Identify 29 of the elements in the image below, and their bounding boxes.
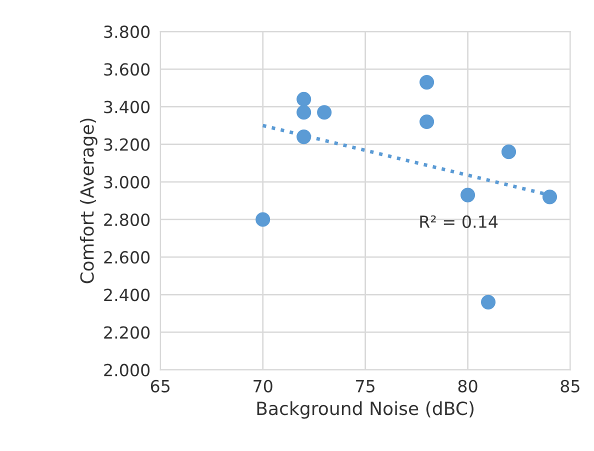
y-tick-label: 2.000 [104, 364, 150, 376]
point [317, 105, 332, 120]
y-tick-label: 2.400 [104, 288, 150, 302]
x-tick-label: 70 [254, 380, 272, 392]
point [256, 212, 270, 227]
point [501, 144, 516, 160]
point [296, 92, 312, 107]
x-tick-label: 80 [458, 380, 478, 392]
point [480, 294, 496, 310]
y-axis-title: Comfort (Average) [80, 118, 98, 284]
y-tick-label: 3.200 [104, 138, 150, 151]
y-tick-label: 2.800 [104, 213, 150, 226]
x-axis-title: Background Noise (dBC) [257, 401, 474, 419]
y-tick-label: 3.400 [104, 100, 150, 114]
y-tick-label: 3.800 [104, 26, 150, 38]
annotation: R² = 0.14 [420, 215, 498, 228]
y-tick-label: 3.600 [104, 63, 150, 76]
point [460, 188, 476, 202]
y-tick-label: 3.000 [104, 176, 150, 188]
x-tick-label: 85 [560, 380, 580, 392]
y-tick-label: 2.200 [104, 326, 150, 339]
x-tick-label: 65 [150, 380, 170, 392]
point [296, 105, 312, 120]
point [296, 130, 312, 144]
point [420, 114, 434, 130]
point [542, 190, 558, 204]
point [420, 75, 434, 90]
x-tick-label: 75 [356, 380, 374, 392]
y-tick-label: 2.600 [104, 251, 150, 264]
